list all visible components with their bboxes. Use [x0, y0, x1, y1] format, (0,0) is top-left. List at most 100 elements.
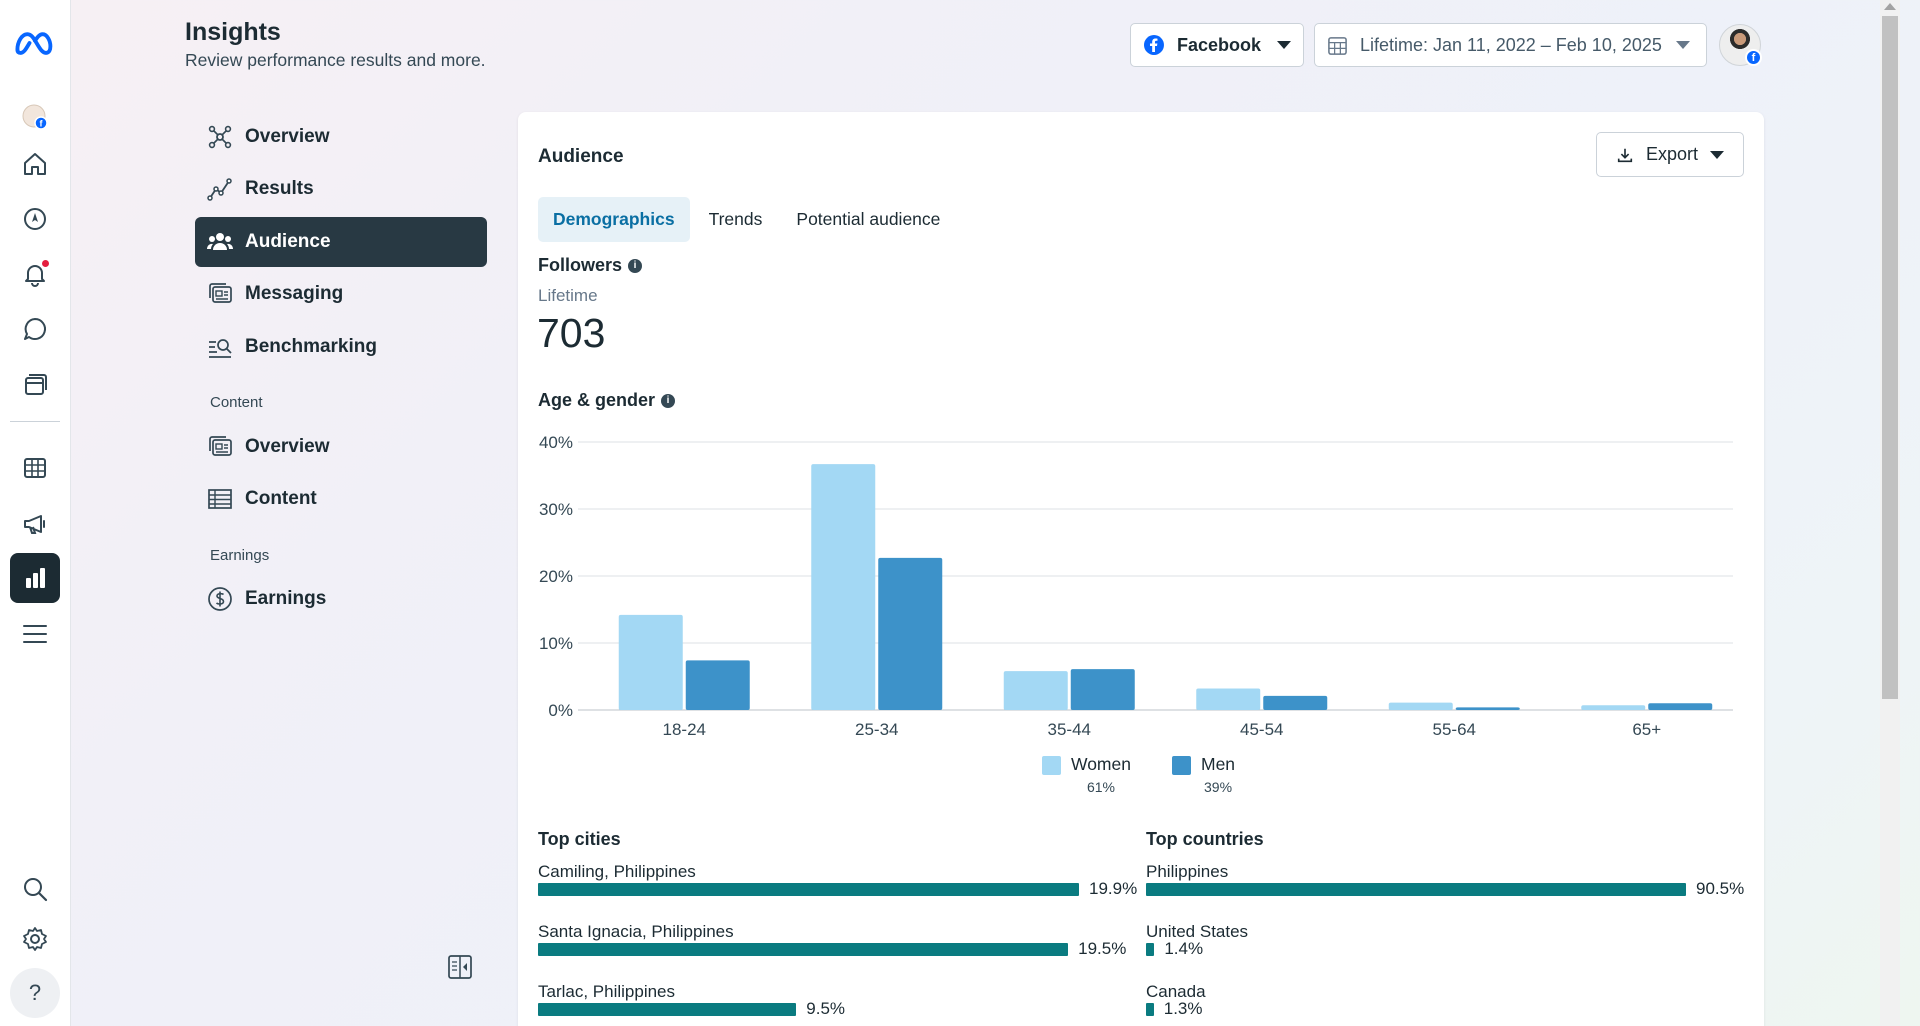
list-bar-wrap: 90.5% [1146, 879, 1745, 898]
nav-item-results[interactable]: Results [195, 164, 487, 214]
facebook-badge-icon: f [1745, 49, 1762, 66]
meta-logo-icon[interactable] [10, 18, 60, 68]
top-cities-title: Top cities [538, 829, 621, 849]
collapse-sidebar-icon[interactable] [447, 954, 473, 980]
compass-icon[interactable] [10, 194, 60, 244]
legend-women[interactable]: Women 61% [1042, 754, 1131, 795]
tab-trends[interactable]: Trends [708, 209, 763, 229]
scrollbar-thumb[interactable] [1882, 16, 1898, 699]
list-item: Philippines 90.5% [1146, 862, 1744, 922]
legend-label-men: Men [1201, 754, 1236, 774]
tab-potential-audience[interactable]: Potential audience [796, 209, 941, 229]
list-item-label: Tarlac, Philippines [538, 982, 676, 1001]
nav-item-content-overview[interactable]: Overview [195, 422, 487, 472]
search-icon[interactable] [10, 864, 60, 914]
dollar-icon [208, 587, 232, 611]
trend-icon [207, 178, 232, 201]
list-bar [1146, 942, 1155, 956]
page-title: Insights [185, 18, 281, 46]
bar-women-18-24 [618, 614, 683, 710]
list-bar [1146, 1002, 1154, 1016]
followers-label: Followers [538, 255, 623, 275]
nav-item-overview[interactable]: Overview [195, 112, 487, 162]
page-subtitle: Review performance results and more. [185, 50, 486, 70]
date-range-label: Lifetime: Jan 11, 2022 – Feb 10, 2025 [1360, 34, 1662, 55]
nav-item-audience[interactable]: Audience [195, 217, 487, 267]
list-item-label: United States [1146, 922, 1249, 941]
list-item-value: 90.5% [1696, 879, 1745, 898]
age-gender-heading: Age & gender i [538, 390, 676, 411]
nav-section-content: Content [210, 394, 263, 411]
facebook-icon [1143, 35, 1164, 55]
list-item: United States 1.4% [1146, 922, 1744, 982]
bar-women-45-54 [1196, 688, 1261, 710]
bar-men-45-54 [1263, 695, 1328, 710]
nav-label: Benchmarking [245, 336, 377, 357]
nav-label: Overview [245, 436, 330, 457]
bar-men-55-64 [1455, 707, 1520, 710]
list-item-value: 1.3% [1163, 999, 1203, 1018]
nav-item-earnings[interactable]: Earnings [195, 574, 487, 624]
download-icon [1617, 148, 1633, 162]
chat-icon[interactable] [10, 304, 60, 354]
people-icon [207, 233, 233, 250]
x-tick-label: 18-24 [663, 720, 706, 739]
menu-icon[interactable] [10, 609, 60, 659]
nav-item-content[interactable]: Content [195, 474, 487, 524]
list-bar [538, 942, 1069, 956]
platform-selector[interactable]: Facebook [1130, 23, 1304, 67]
help-label: ? [28, 980, 42, 1005]
nav-item-messaging[interactable]: Messaging [195, 269, 487, 319]
age-gender-label: Age & gender [538, 390, 656, 410]
audience-tabs: Demographics Trends Potential audience [538, 197, 955, 242]
export-button[interactable]: Export [1596, 132, 1744, 177]
list-bar-wrap: 1.3% [1146, 999, 1203, 1018]
platform-label: Facebook [1176, 34, 1261, 55]
calendar-icon [1328, 36, 1347, 55]
bar-women-35-44 [1003, 671, 1068, 710]
top-countries: Top countries Philippines 90.5% United Sta… [1146, 829, 1744, 1026]
bar-women-65+ [1581, 705, 1646, 710]
tab-demographics[interactable]: Demographics [538, 197, 690, 242]
list-bar [1146, 882, 1686, 896]
list-bar-wrap: 1.4% [1146, 939, 1203, 958]
list-item-value: 19.5% [1078, 939, 1127, 958]
bar-men-18-24 [685, 660, 750, 710]
followers-count: 703 [537, 310, 606, 356]
table-icon[interactable] [10, 443, 60, 493]
nav-label: Overview [245, 126, 330, 147]
scroll-up-arrow-icon[interactable] [1884, 3, 1896, 10]
nav-label: Content [245, 488, 317, 509]
pages-icon[interactable] [10, 359, 60, 409]
list-item-label: Philippines [1146, 862, 1229, 881]
legend-label-women: Women [1071, 754, 1131, 774]
list-item: Santa Ignacia, Philippines 19.5% [538, 922, 1138, 982]
home-icon[interactable] [10, 139, 60, 189]
list-item: Camiling, Philippines 19.9% [538, 862, 1138, 922]
nav-section-earnings: Earnings [210, 547, 270, 564]
page-avatar-icon[interactable]: f [10, 92, 60, 142]
network-icon [208, 125, 232, 149]
date-range-selector[interactable]: Lifetime: Jan 11, 2022 – Feb 10, 2025 [1314, 23, 1707, 67]
gear-icon[interactable] [10, 914, 60, 964]
x-tick-label: 55-64 [1433, 720, 1476, 739]
messaging-icon [209, 283, 232, 303]
bar-women-25-34 [811, 464, 876, 710]
y-tick-label: 10% [539, 634, 573, 653]
bell-icon[interactable] [10, 249, 60, 299]
help-icon[interactable]: ? [10, 968, 60, 1018]
megaphone-icon[interactable] [10, 499, 60, 549]
info-icon[interactable]: i [661, 393, 676, 408]
insights-icon[interactable] [10, 553, 60, 603]
list-item-label: Canada [1146, 982, 1206, 1001]
svg-text:f: f [40, 119, 44, 129]
list-bar-wrap: 19.5% [538, 939, 1127, 958]
nav-label: Audience [245, 231, 331, 252]
legend-swatch-women [1042, 756, 1061, 775]
top-countries-title: Top countries [1146, 829, 1264, 849]
nav-item-benchmarking[interactable]: Benchmarking [195, 322, 487, 372]
list-item: Canada 1.3% [1146, 982, 1744, 1026]
legend-men[interactable]: Men 39% [1172, 754, 1235, 795]
info-icon[interactable]: i [628, 258, 643, 273]
list-bar [538, 882, 1079, 896]
